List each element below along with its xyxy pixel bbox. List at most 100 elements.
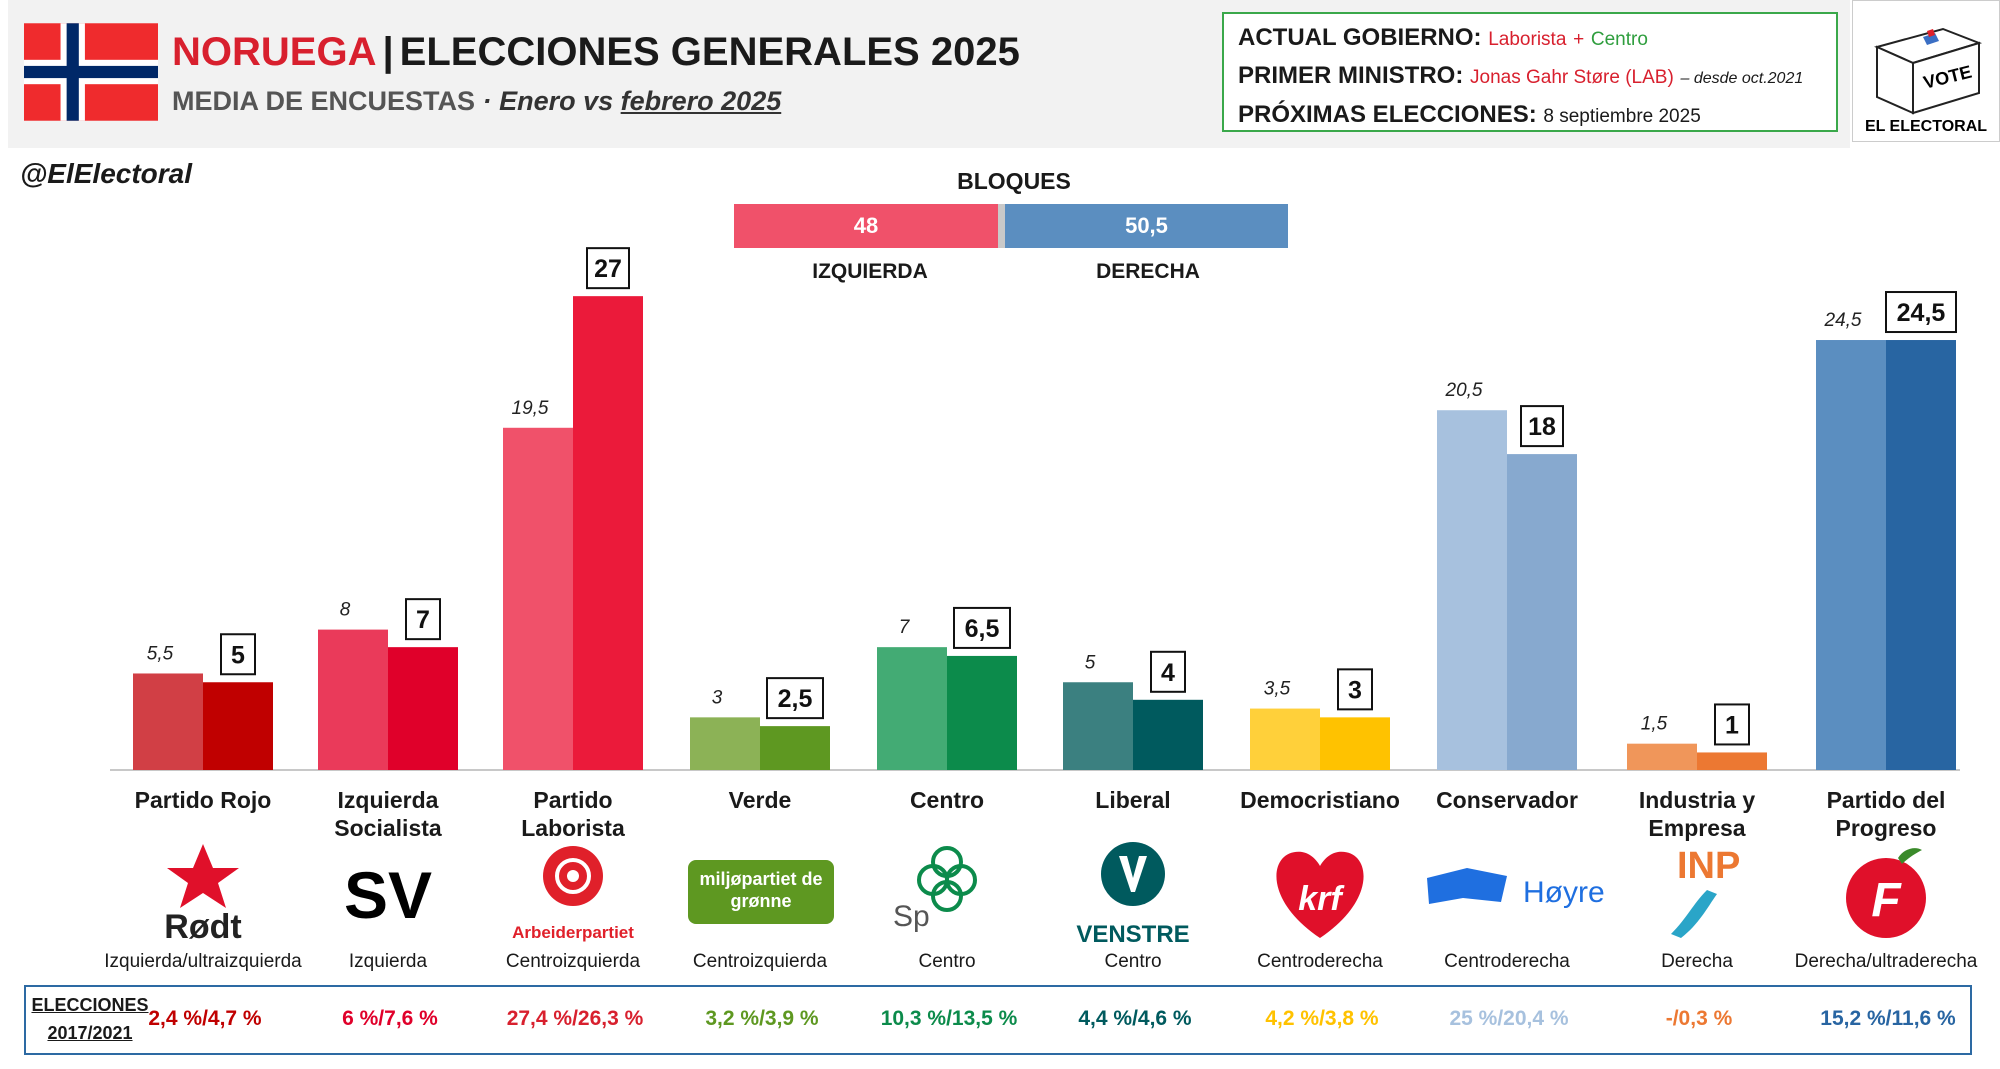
bar-january	[318, 629, 388, 770]
bar-february	[1133, 699, 1203, 770]
venstre-logo-icon: VENSTRE	[1076, 842, 1190, 948]
party-logo: F	[1806, 838, 1966, 948]
bloc-left-label: IZQUIERDA	[812, 260, 928, 283]
party-name-line: Partido del	[1826, 787, 1946, 813]
svg-text:Arbeiderpartiet: Arbeiderpartiet	[512, 923, 634, 942]
subtitle-dot: ·	[482, 86, 492, 116]
svg-text:2,5: 2,5	[778, 685, 813, 713]
party-ideology: Derecha/ultraderecha	[1794, 951, 1978, 972]
data-label-february: 1	[1714, 703, 1750, 746]
svg-text:1: 1	[1725, 711, 1739, 739]
inp-logo-icon: INP	[1671, 845, 1740, 938]
party-name-line: Democristiano	[1240, 787, 1400, 813]
party-logo: VENSTRE	[1053, 838, 1213, 948]
party-ideology: Derecha	[1661, 951, 1733, 972]
bar-february	[947, 655, 1017, 770]
party-name-line: Liberal	[1095, 787, 1171, 813]
party-logo: Høyre	[1427, 838, 1605, 948]
bar-february	[1697, 752, 1767, 770]
bar-january	[1437, 410, 1507, 770]
bar-february	[760, 726, 830, 770]
blocs-title: BLOQUES	[957, 168, 1071, 194]
bar-february	[1507, 454, 1577, 770]
bar-february	[203, 682, 273, 770]
party-ideology: Centroizquierda	[505, 951, 641, 972]
data-label-january: 7	[899, 617, 911, 638]
party-name-line: Socialista	[334, 815, 442, 841]
party-name-line: Conservador	[1436, 787, 1578, 813]
election-result: 4,4 %/4,6 %	[1078, 1007, 1192, 1030]
data-label-january: 1,5	[1641, 714, 1668, 735]
svg-text:3: 3	[1348, 676, 1362, 704]
svg-text:18: 18	[1528, 413, 1556, 441]
bar-february	[1886, 340, 1956, 770]
party-logo: SV	[308, 838, 468, 948]
bar-february	[388, 647, 458, 770]
party-logo: INP	[1617, 838, 1777, 948]
gov-party-2: Centro	[1590, 29, 1648, 50]
svg-text:24,5: 24,5	[1897, 299, 1946, 327]
party-ideology: Izquierda	[348, 951, 428, 972]
gov-row: ACTUAL GOBIERNO: Laborista + Centro	[1238, 20, 1822, 58]
data-label-february: 27	[586, 247, 630, 290]
subtitle: MEDIA DE ENCUESTAS · Enero vs febrero 20…	[172, 86, 781, 117]
rose-logo-icon: Arbeiderpartiet	[512, 846, 634, 942]
party-name: Partido Rojo	[113, 786, 293, 814]
election-result: 27,4 %/26,3 %	[506, 1007, 644, 1030]
ballot-box-icon: VOTE EL ELECTORAL	[1865, 27, 1987, 135]
party-ideology: Centro	[1104, 951, 1162, 972]
krf-heart-logo-icon: krf	[1276, 851, 1364, 938]
elections-label-line: 2017/2021	[47, 1023, 133, 1043]
data-label-february: 3	[1337, 668, 1373, 711]
pm-name: Jonas Gahr Støre (LAB)	[1470, 67, 1674, 88]
election-result: -/0,3 %	[1665, 1007, 1733, 1030]
svg-text:SV: SV	[344, 858, 432, 932]
svg-text:VENSTRE: VENSTRE	[1076, 921, 1189, 948]
party-logo: krf	[1240, 838, 1400, 948]
party-logo: Sp	[867, 838, 1027, 948]
party-name-line: Industria y	[1638, 787, 1756, 813]
bar-january	[133, 673, 203, 770]
election-result: 15,2 %/11,6 %	[1820, 1007, 1956, 1030]
bar-january	[877, 647, 947, 770]
svg-text:INP: INP	[1677, 845, 1740, 887]
el-electoral-logo: VOTE EL ELECTORAL	[1852, 0, 2000, 142]
party-name-line: Partido	[533, 787, 613, 813]
elections-label-line: ELECCIONES	[31, 995, 149, 1015]
party-name: Liberal	[1043, 786, 1223, 814]
government-info-box: ACTUAL GOBIERNO: Laborista + Centro PRIM…	[1222, 12, 1838, 132]
party-name-line: Izquierda	[337, 787, 439, 813]
subtitle-main: MEDIA DE ENCUESTAS	[172, 86, 476, 116]
rodt-star-logo-icon: Rødt	[164, 844, 242, 946]
data-label-january: 3,5	[1264, 679, 1291, 700]
poll-bar-chart: 5,5 5 8 7 19,5 27 3 2,5 7 6,5 5 4 3,5 3 20,5 18 1,5 1 24,5…	[110, 247, 1960, 771]
election-result: 2,4 %/4,7 %	[148, 1007, 262, 1030]
svg-text:F: F	[1871, 874, 1902, 927]
party-name-line: Empresa	[1648, 815, 1746, 841]
brand-name: EL ELECTORAL	[1865, 118, 1987, 135]
data-label-january: 8	[340, 600, 351, 621]
svg-text:6,5: 6,5	[965, 615, 1000, 643]
gov-label: ACTUAL GOBIERNO:	[1238, 24, 1482, 51]
frp-apple-logo-icon: F	[1846, 848, 1926, 938]
svg-text:7: 7	[416, 606, 430, 634]
gov-party-1: Laborista	[1488, 29, 1567, 50]
bar-january	[1627, 743, 1697, 770]
election-result: 25 %/20,4 %	[1449, 1007, 1569, 1030]
bar-february	[573, 296, 643, 770]
blocs-bar: 48 50,5	[734, 204, 1288, 248]
bar-january	[1063, 682, 1133, 770]
data-label-february: 6,5	[953, 606, 1011, 649]
svg-text:27: 27	[594, 255, 622, 283]
data-label-january: 5,5	[147, 643, 174, 664]
pm-row: PRIMER MINISTRO: Jonas Gahr Støre (LAB) …	[1238, 58, 1822, 97]
pm-label: PRIMER MINISTRO:	[1238, 62, 1464, 89]
bloc-right-segment: 50,5	[1005, 204, 1288, 248]
party-name: Industria y Empresa	[1607, 786, 1787, 842]
data-label-january: 3	[712, 687, 723, 708]
party-name-line: Centro	[909, 787, 985, 813]
bar-january	[690, 717, 760, 770]
gov-plus: +	[1573, 29, 1585, 50]
mdg-logo-icon: miljøpartiet de grønne	[688, 860, 834, 924]
party-name: Verde	[670, 786, 850, 814]
